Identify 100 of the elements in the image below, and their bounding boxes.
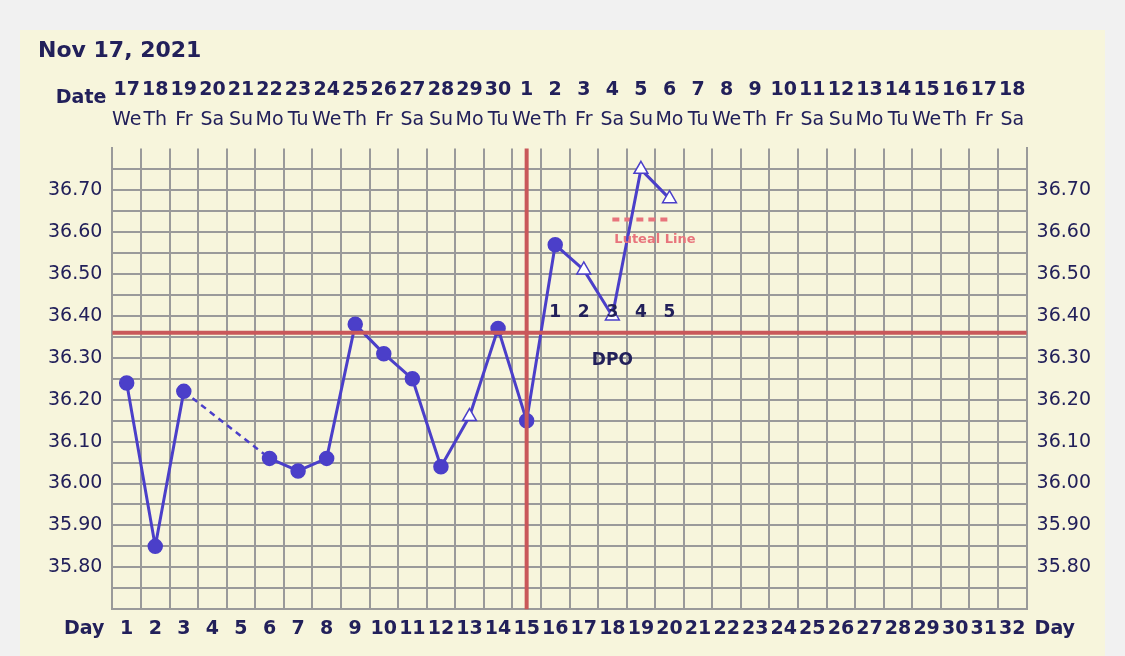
point bbox=[176, 383, 192, 400]
point bbox=[547, 237, 563, 253]
y-tick-label: 36.20 bbox=[47, 386, 103, 409]
x-tick-label: 4 bbox=[205, 615, 219, 638]
x-tick-label: 26 bbox=[827, 615, 855, 638]
point bbox=[261, 450, 278, 467]
annotation: 5 bbox=[663, 301, 676, 322]
text: 18 Th bbox=[142, 77, 169, 130]
y2-tick-label: 36.30 bbox=[1036, 344, 1092, 367]
text: 10 Fr bbox=[770, 77, 797, 130]
text: 19 Fr bbox=[170, 77, 198, 130]
x-tick-label: 16 bbox=[541, 615, 569, 638]
text: 4 Sa bbox=[600, 77, 625, 130]
x-tick-label: 24 bbox=[770, 615, 797, 638]
x-tick-label: 29 bbox=[913, 615, 940, 638]
y2-tick-label: 36.20 bbox=[1036, 386, 1092, 409]
x-tick-label: 11 bbox=[399, 615, 426, 638]
x-tick-label: 8 bbox=[320, 615, 334, 638]
x-tick-label: 32 bbox=[999, 615, 1026, 638]
y2-tick-label: 36.10 bbox=[1036, 428, 1092, 451]
y-tick-label: 36.40 bbox=[47, 302, 103, 325]
x-tick-label: 2 bbox=[148, 615, 162, 638]
x-tick-label: 19 bbox=[627, 615, 655, 638]
point bbox=[661, 189, 678, 204]
point bbox=[318, 450, 335, 467]
x-axis-title: Day bbox=[1034, 615, 1076, 638]
point bbox=[147, 538, 163, 555]
y2-tick-label: 36.60 bbox=[1036, 219, 1092, 242]
point bbox=[376, 345, 392, 362]
text: 3 Fr bbox=[575, 77, 593, 130]
text: 1 We bbox=[511, 77, 542, 130]
x-tick-label: 14 bbox=[484, 615, 512, 638]
x-tick-label: 13 bbox=[456, 615, 483, 638]
y2-tick-label: 35.90 bbox=[1036, 512, 1092, 535]
x-tick-label: 20 bbox=[656, 615, 683, 638]
x-tick-label: 12 bbox=[427, 615, 455, 638]
text: 27 Sa bbox=[399, 77, 426, 130]
x-tick-label: 30 bbox=[941, 615, 969, 638]
chart-title: Nov 17, 2021 bbox=[38, 36, 202, 62]
x-tick-label: 1 bbox=[120, 615, 134, 638]
text: 7 Tu bbox=[686, 77, 709, 130]
text: 13 Mo bbox=[855, 77, 884, 130]
text: 11 Sa bbox=[799, 77, 826, 130]
point bbox=[576, 261, 592, 275]
x-tick-label: 10 bbox=[370, 615, 398, 638]
x-tick-label: 23 bbox=[741, 615, 769, 638]
point bbox=[433, 459, 449, 475]
x-tick-label: 17 bbox=[570, 615, 598, 638]
point bbox=[461, 407, 478, 422]
text: 12 Su bbox=[827, 77, 855, 130]
y2-tick-label: 36.50 bbox=[1036, 261, 1092, 284]
x-tick-label: 21 bbox=[684, 615, 712, 638]
text: 17 We bbox=[111, 77, 142, 130]
text: 26 Fr bbox=[370, 77, 398, 130]
x-tick-label: 28 bbox=[884, 615, 912, 638]
text: Day bbox=[63, 615, 105, 638]
text: 17 Fr bbox=[970, 77, 997, 130]
text: 15 We bbox=[911, 77, 942, 130]
text: 9 Th bbox=[742, 77, 768, 130]
text: 6 Mo bbox=[655, 77, 684, 130]
text: 24 We bbox=[311, 77, 342, 130]
y-tick-label: 35.90 bbox=[47, 512, 103, 535]
x-tick-label: 22 bbox=[713, 615, 740, 638]
x-tick-label: 5 bbox=[234, 615, 248, 638]
y-tick-label: 36.30 bbox=[47, 344, 103, 367]
text: 30 Tu bbox=[484, 77, 512, 130]
text: 14 Tu bbox=[884, 77, 912, 130]
text: 8 We bbox=[711, 77, 742, 130]
y-tick-label: 36.00 bbox=[47, 470, 103, 493]
point bbox=[347, 316, 363, 333]
text: 23 Tu bbox=[284, 77, 312, 130]
annotation: 1 bbox=[549, 301, 562, 322]
y2-tick-label: 35.80 bbox=[1036, 554, 1092, 577]
y2-tick-label: 36.00 bbox=[1036, 470, 1092, 493]
y2-tick-label: 36.40 bbox=[1036, 302, 1092, 325]
y-tick-label: 36.60 bbox=[47, 219, 103, 242]
text: 22 Mo bbox=[255, 77, 284, 130]
annotation: 3 bbox=[606, 301, 619, 322]
x-tick-label: 15 bbox=[513, 615, 540, 638]
text: 25 Th bbox=[342, 77, 369, 130]
text: 5 Su bbox=[628, 77, 653, 130]
point bbox=[118, 375, 135, 391]
text: 16 Th bbox=[941, 77, 969, 130]
x-tick-label: 6 bbox=[262, 615, 277, 638]
text: 28 Su bbox=[427, 77, 455, 130]
point bbox=[633, 160, 649, 175]
x2-axis-title: Date bbox=[55, 85, 107, 108]
annotation: DPO bbox=[591, 349, 633, 370]
x-tick-label: 25 bbox=[799, 615, 826, 638]
text: 18 Sa bbox=[999, 77, 1026, 130]
y2-tick-label: 36.70 bbox=[1036, 177, 1092, 200]
point bbox=[290, 463, 306, 479]
x-tick-label: 7 bbox=[291, 615, 305, 638]
x-tick-label: 27 bbox=[856, 615, 883, 638]
x-tick-label: 18 bbox=[599, 615, 626, 638]
x-tick-label: 3 bbox=[177, 615, 191, 638]
y-tick-label: 36.50 bbox=[47, 261, 103, 284]
annotation: 2 bbox=[577, 301, 590, 322]
x-tick-label: 9 bbox=[348, 615, 362, 638]
y-tick-label: 36.10 bbox=[47, 428, 103, 451]
